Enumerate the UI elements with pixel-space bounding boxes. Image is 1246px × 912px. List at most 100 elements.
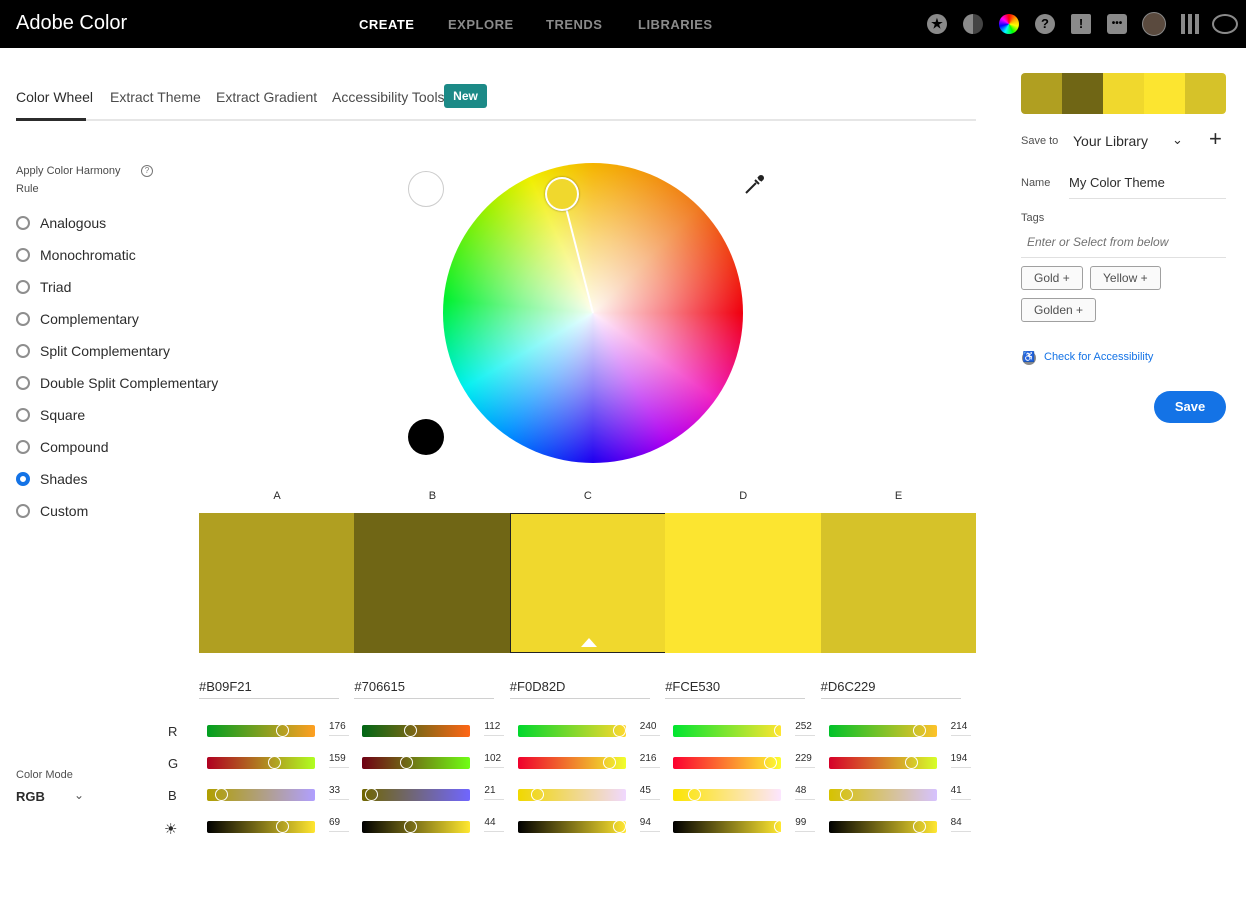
- color-swatch[interactable]: [509, 513, 666, 653]
- harmony-rule-complementary[interactable]: Complementary: [16, 311, 139, 327]
- slider-thumb[interactable]: [613, 820, 627, 833]
- color-swatch[interactable]: [199, 513, 355, 653]
- slider-b[interactable]: [362, 788, 471, 801]
- tab-color-wheel[interactable]: Color Wheel: [16, 89, 94, 105]
- value-brightness[interactable]: 94: [639, 817, 660, 832]
- slider-brightness[interactable]: [517, 820, 627, 833]
- value-b[interactable]: 33: [329, 785, 349, 800]
- slider-thumb[interactable]: [399, 756, 413, 769]
- harmony-rule-compound[interactable]: Compound: [16, 439, 109, 455]
- tags-input[interactable]: Enter or Select from below: [1021, 235, 1226, 258]
- slider-thumb[interactable]: [275, 820, 289, 833]
- slider-g[interactable]: [207, 756, 315, 769]
- value-r[interactable]: 252: [795, 721, 816, 736]
- value-brightness[interactable]: 84: [950, 817, 971, 832]
- value-g[interactable]: 194: [950, 753, 971, 768]
- tab-extract-theme[interactable]: Extract Theme: [110, 89, 201, 105]
- value-g[interactable]: 216: [639, 753, 660, 768]
- radio-button[interactable]: [16, 216, 30, 230]
- harmony-rule-triad[interactable]: Triad: [16, 279, 71, 295]
- save-button[interactable]: Save: [1154, 391, 1226, 423]
- slider-thumb[interactable]: [365, 788, 379, 801]
- tag-gold[interactable]: Gold +: [1021, 266, 1083, 290]
- slider-b[interactable]: [207, 788, 315, 801]
- value-r[interactable]: 112: [484, 721, 505, 736]
- value-brightness[interactable]: 44: [484, 817, 505, 832]
- avatar[interactable]: [1142, 12, 1166, 36]
- tag-golden[interactable]: Golden +: [1021, 298, 1097, 322]
- value-g[interactable]: 102: [484, 753, 505, 768]
- radio-button[interactable]: [16, 376, 30, 390]
- help-icon[interactable]: ?: [1035, 14, 1055, 34]
- slider-thumb[interactable]: [275, 724, 289, 737]
- slider-g[interactable]: [517, 756, 626, 769]
- slider-thumb[interactable]: [403, 724, 417, 737]
- nav-create[interactable]: CREATE: [359, 17, 415, 32]
- value-r[interactable]: 214: [950, 721, 971, 736]
- value-b[interactable]: 45: [639, 785, 660, 800]
- add-library-icon[interactable]: +: [1209, 126, 1222, 151]
- slider-r[interactable]: [673, 724, 787, 737]
- slider-r[interactable]: [207, 724, 315, 737]
- question-circle-icon[interactable]: ?: [141, 165, 153, 177]
- slider-brightness[interactable]: [828, 820, 937, 833]
- value-r[interactable]: 176: [329, 721, 349, 736]
- creative-cloud-icon[interactable]: [1212, 14, 1238, 34]
- slider-thumb[interactable]: [774, 820, 788, 833]
- library-select[interactable]: Your Library: [1073, 133, 1148, 149]
- slider-thumb[interactable]: [214, 788, 228, 801]
- tab-accessibility-tools[interactable]: Accessibility Tools: [332, 89, 445, 105]
- harmony-rule-double-split-complementary[interactable]: Double Split Complementary: [16, 375, 218, 391]
- value-b[interactable]: 21: [484, 785, 505, 800]
- slider-thumb[interactable]: [403, 820, 417, 833]
- theme-name-input[interactable]: My Color Theme: [1069, 175, 1226, 199]
- feedback-icon[interactable]: !: [1071, 14, 1091, 34]
- slider-thumb[interactable]: [268, 756, 282, 769]
- radio-button[interactable]: [16, 312, 30, 326]
- slider-g[interactable]: [362, 756, 471, 769]
- slider-r[interactable]: [517, 724, 627, 737]
- check-accessibility-link[interactable]: Check for Accessibility: [1044, 351, 1154, 363]
- value-g[interactable]: 229: [795, 753, 816, 768]
- hex-input[interactable]: #B09F21: [199, 679, 339, 699]
- radio-button[interactable]: [16, 344, 30, 358]
- chat-icon[interactable]: •••: [1107, 14, 1127, 34]
- radio-button[interactable]: [16, 280, 30, 294]
- color-wheel-icon[interactable]: [999, 14, 1019, 34]
- nav-explore[interactable]: EXPLORE: [448, 17, 514, 32]
- harmony-rule-square[interactable]: Square: [16, 407, 85, 423]
- star-icon[interactable]: ★: [927, 14, 947, 34]
- slider-g[interactable]: [828, 756, 937, 769]
- value-b[interactable]: 48: [795, 785, 816, 800]
- slider-thumb[interactable]: [773, 724, 787, 737]
- hex-input[interactable]: #706615: [354, 679, 495, 699]
- radio-button[interactable]: [16, 408, 30, 422]
- slider-b[interactable]: [828, 788, 937, 801]
- moon-icon[interactable]: [963, 14, 983, 34]
- radio-button[interactable]: [16, 504, 30, 518]
- value-b[interactable]: 41: [950, 785, 971, 800]
- tab-extract-gradient[interactable]: Extract Gradient: [216, 89, 318, 105]
- chevron-down-icon[interactable]: ⌄: [74, 788, 85, 802]
- radio-button[interactable]: [16, 440, 30, 454]
- hex-input[interactable]: #F0D82D: [509, 679, 650, 699]
- slider-b[interactable]: [517, 788, 626, 801]
- slider-thumb[interactable]: [904, 756, 918, 769]
- harmony-rule-custom[interactable]: Custom: [16, 503, 88, 519]
- tag-yellow[interactable]: Yellow +: [1090, 266, 1161, 290]
- white-point-button[interactable]: [408, 171, 444, 207]
- black-point-button[interactable]: [408, 419, 444, 455]
- hex-input[interactable]: #D6C229: [820, 679, 961, 699]
- nav-trends[interactable]: TRENDS: [546, 17, 603, 32]
- slider-r[interactable]: [828, 724, 937, 737]
- slider-brightness[interactable]: [673, 820, 788, 833]
- app-logo[interactable]: Adobe Color: [16, 12, 128, 34]
- color-swatch[interactable]: [665, 513, 822, 653]
- value-brightness[interactable]: 99: [795, 817, 816, 832]
- slider-b[interactable]: [673, 788, 782, 801]
- slider-thumb[interactable]: [764, 756, 778, 769]
- slider-thumb[interactable]: [530, 788, 544, 801]
- radio-button[interactable]: [16, 248, 30, 262]
- harmony-rule-split-complementary[interactable]: Split Complementary: [16, 343, 170, 359]
- slider-thumb[interactable]: [839, 788, 853, 801]
